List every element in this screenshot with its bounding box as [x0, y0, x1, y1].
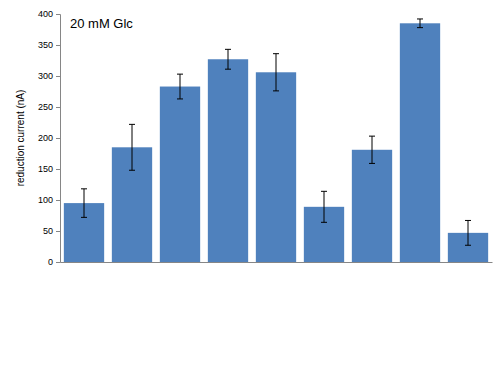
error-cap — [177, 98, 183, 99]
error-stem — [180, 74, 181, 99]
error-bar — [369, 136, 375, 163]
y-tick-label: 350 — [38, 40, 53, 50]
error-stem — [324, 191, 325, 222]
annotation: 20 mM Glc — [70, 16, 133, 31]
error-cap — [369, 163, 375, 164]
y-tick-label: 100 — [38, 195, 53, 205]
error-cap — [417, 27, 423, 28]
error-cap — [129, 124, 135, 125]
bar — [208, 59, 248, 262]
error-stem — [372, 136, 373, 163]
y-tick-label: 50 — [43, 226, 53, 236]
chart: 0 50 100 150 200 250 300 350 400 reduction curren… — [0, 0, 500, 376]
y-tick-label: 250 — [38, 102, 53, 112]
bar — [400, 23, 440, 262]
y-tick-mark — [56, 14, 60, 15]
error-bar — [465, 220, 471, 245]
y-tick-mark — [56, 200, 60, 201]
error-cap — [465, 245, 471, 246]
error-cap — [273, 90, 279, 91]
error-stem — [84, 189, 85, 218]
y-tick: 300 — [38, 71, 60, 81]
y-axis-line — [56, 15, 61, 263]
y-tick-label: 400 — [38, 9, 53, 19]
y-tick-label: 0 — [48, 257, 53, 267]
error-cap — [321, 222, 327, 223]
error-bar — [177, 74, 183, 99]
y-tick-mark — [56, 169, 60, 170]
error-cap — [417, 18, 423, 19]
error-cap — [129, 170, 135, 171]
x-axis — [61, 262, 493, 264]
bar — [160, 87, 200, 262]
y-tick-mark — [56, 45, 60, 46]
y-tick: 100 — [38, 195, 60, 205]
bars — [64, 19, 488, 262]
error-bar — [417, 19, 423, 28]
error-cap — [369, 136, 375, 137]
y-tick: 400 — [38, 9, 60, 19]
bar — [352, 150, 392, 262]
error-cap — [225, 49, 231, 50]
y-tick-mark — [56, 76, 60, 77]
bar — [256, 72, 296, 262]
y-tick: 350 — [38, 40, 60, 50]
error-bar — [225, 49, 231, 69]
y-tick: 250 — [38, 102, 60, 112]
error-cap — [177, 74, 183, 75]
error-cap — [81, 188, 87, 189]
error-cap — [225, 69, 231, 70]
error-bar — [321, 191, 327, 222]
error-bar — [81, 189, 87, 218]
y-tick: 0 — [48, 257, 60, 267]
error-stem — [228, 49, 229, 69]
error-cap — [81, 217, 87, 218]
error-stem — [420, 19, 421, 28]
y-tick: 150 — [38, 164, 60, 174]
y-tick-mark — [56, 138, 60, 139]
error-stem — [468, 220, 469, 245]
error-stem — [132, 124, 133, 170]
y-tick-label: 300 — [38, 71, 53, 81]
y-tick: 200 — [38, 133, 60, 143]
error-cap — [273, 53, 279, 54]
y-tick-label: 200 — [38, 133, 53, 143]
x-axis-line — [61, 262, 493, 263]
y-tick-label: 150 — [38, 164, 53, 174]
y-tick-mark — [56, 262, 60, 263]
y-axis: 0 50 100 150 200 250 300 350 400 — [38, 9, 61, 267]
y-tick-mark — [56, 231, 60, 232]
error-stem — [276, 54, 277, 91]
error-cap — [465, 220, 471, 221]
y-tick-mark — [56, 107, 60, 108]
y-tick: 50 — [43, 226, 60, 236]
plot: 0 50 100 150 200 250 300 350 400 — [38, 9, 493, 267]
error-cap — [321, 191, 327, 192]
y-axis-title: reduction current (nA) — [15, 90, 26, 187]
error-bar — [129, 124, 135, 170]
error-bar — [273, 54, 279, 91]
